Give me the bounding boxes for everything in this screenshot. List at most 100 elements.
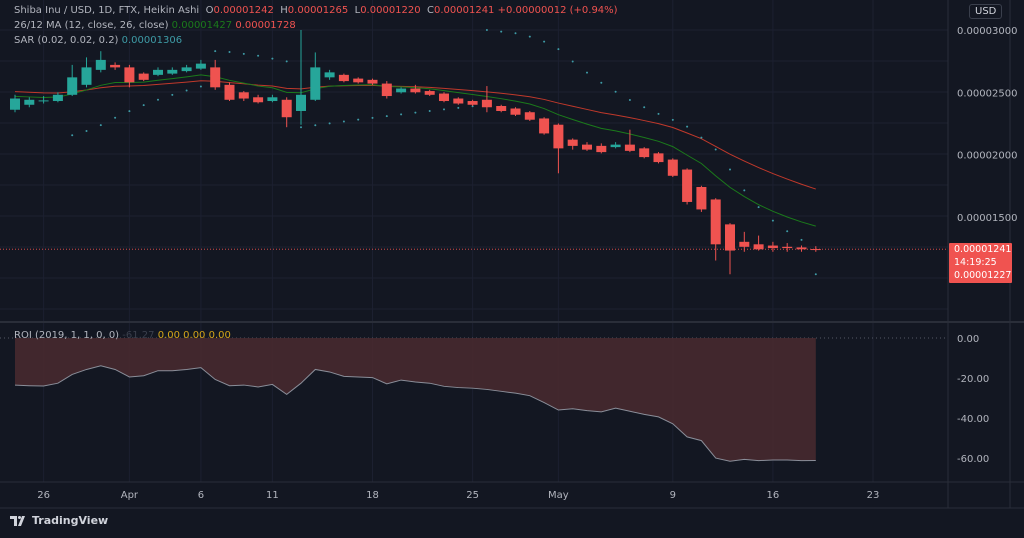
- sar-dot: [114, 116, 117, 119]
- sar-dot: [600, 81, 603, 84]
- sar-dot: [543, 40, 546, 43]
- candle-body: [467, 101, 478, 105]
- candle-body: [281, 99, 292, 118]
- change-value: +0.00000012 (+0.94%): [497, 5, 618, 16]
- candle-body: [110, 64, 121, 68]
- sar-dot: [171, 93, 174, 96]
- price-axis-label: 0.00001500: [957, 213, 1017, 224]
- candle-body: [696, 186, 707, 210]
- candle-body: [267, 97, 278, 102]
- roi-axis-label: -20.00: [957, 374, 989, 385]
- candle-body: [453, 98, 464, 104]
- roi-legend[interactable]: ROI (2019, 1, 1, 0, 0) -61.27 0.00 0.00 …: [14, 330, 231, 341]
- candle-body: [410, 88, 421, 93]
- sar-dot: [242, 52, 245, 55]
- time-axis-label: 11: [266, 490, 279, 501]
- symbol-legend: Shiba Inu / USD, 1D, FTX, Heikin Ashi O0…: [14, 5, 618, 16]
- candle-body: [167, 69, 178, 74]
- sar-dot: [328, 122, 331, 125]
- roi-line: [14, 365, 816, 462]
- sar-dot: [729, 168, 731, 171]
- candle-body: [653, 153, 664, 163]
- candle-body: [10, 98, 20, 110]
- candle-body: [481, 99, 492, 108]
- candle-body: [310, 67, 321, 100]
- candle-body: [510, 108, 521, 115]
- sar-dot: [528, 35, 531, 38]
- sar-label: SAR (0.02, 0.02, 0.2): [14, 35, 119, 46]
- sar-dot: [800, 238, 803, 241]
- sar-dot: [614, 90, 617, 93]
- sar-dot: [342, 120, 345, 123]
- sar-dot: [357, 118, 360, 121]
- time-axis-label: 9: [670, 490, 676, 501]
- ma-slow-value: 0.00001728: [235, 20, 296, 31]
- tradingview-logo[interactable]: TradingView: [10, 514, 108, 527]
- sar-dot: [314, 124, 317, 127]
- roi-axis-label: -60.00: [957, 454, 989, 465]
- sar-dot: [443, 108, 445, 111]
- currency-button[interactable]: USD: [969, 4, 1003, 19]
- sar-dot: [743, 189, 746, 192]
- candle-body: [181, 67, 192, 72]
- sar-dot: [628, 98, 631, 101]
- sar-dot: [285, 60, 288, 63]
- roi-value: -61.27: [122, 330, 155, 341]
- sar-dot: [414, 111, 417, 114]
- sar-dot: [514, 32, 517, 35]
- candle-body: [210, 67, 221, 88]
- sar-dot: [199, 85, 202, 88]
- candle-body: [296, 94, 306, 111]
- sar-dot: [700, 136, 703, 139]
- sar-dot: [300, 126, 302, 129]
- sar-dot: [557, 48, 560, 51]
- sar-dot: [714, 148, 717, 151]
- sar-dot: [142, 104, 145, 107]
- roi-zero-2: 0.00: [183, 330, 206, 341]
- sar-legend[interactable]: SAR (0.02, 0.02, 0.2) 0.00001306: [14, 35, 182, 46]
- candle-body: [381, 83, 392, 97]
- brand-name: TradingView: [32, 514, 109, 527]
- sar-dot: [71, 134, 74, 137]
- sar-dot: [814, 273, 817, 276]
- candle-body: [253, 97, 264, 103]
- candle-body: [767, 245, 778, 249]
- candle-body: [138, 73, 149, 80]
- sar-value: 0.00001306: [121, 35, 183, 46]
- price-axis-label: 0.00003000: [957, 26, 1017, 37]
- candle-body: [539, 118, 550, 134]
- candle-body: [224, 84, 235, 100]
- high-label: H: [280, 5, 288, 16]
- time-axis-label: 26: [37, 490, 50, 501]
- candle-body: [95, 59, 106, 70]
- candle-body: [338, 74, 349, 82]
- close-label: C: [427, 5, 434, 16]
- candle-body: [682, 169, 693, 202]
- sar-dot: [385, 115, 388, 118]
- sar-dot: [271, 57, 274, 60]
- candle-body: [596, 145, 607, 153]
- sar-dot: [228, 50, 231, 53]
- symbol-title: Shiba Inu / USD, 1D, FTX, Heikin Ashi: [14, 5, 200, 16]
- low-value: 0.00001220: [360, 5, 421, 16]
- sar-dot: [185, 89, 188, 92]
- low-label: L: [354, 5, 361, 16]
- candle-body: [424, 91, 435, 95]
- sar-dot: [457, 106, 460, 109]
- ma-legend[interactable]: 26/12 MA (12, close, 26, close) 0.000014…: [14, 20, 296, 31]
- sar-dot: [257, 54, 260, 57]
- sar-dot: [786, 230, 789, 233]
- time-axis-label: Apr: [121, 490, 139, 501]
- candle-body: [810, 249, 821, 251]
- sar-dot: [757, 206, 760, 209]
- candle-body: [396, 88, 407, 93]
- sar-dot: [485, 29, 488, 31]
- candle-body: [524, 112, 535, 120]
- time-axis-label: 16: [767, 490, 780, 501]
- secondary-price: 0.00001227: [954, 270, 1012, 281]
- sar-dot: [500, 30, 503, 33]
- roi-axis-label: -40.00: [957, 414, 989, 425]
- sar-dot: [85, 130, 88, 133]
- candle-body: [582, 144, 592, 150]
